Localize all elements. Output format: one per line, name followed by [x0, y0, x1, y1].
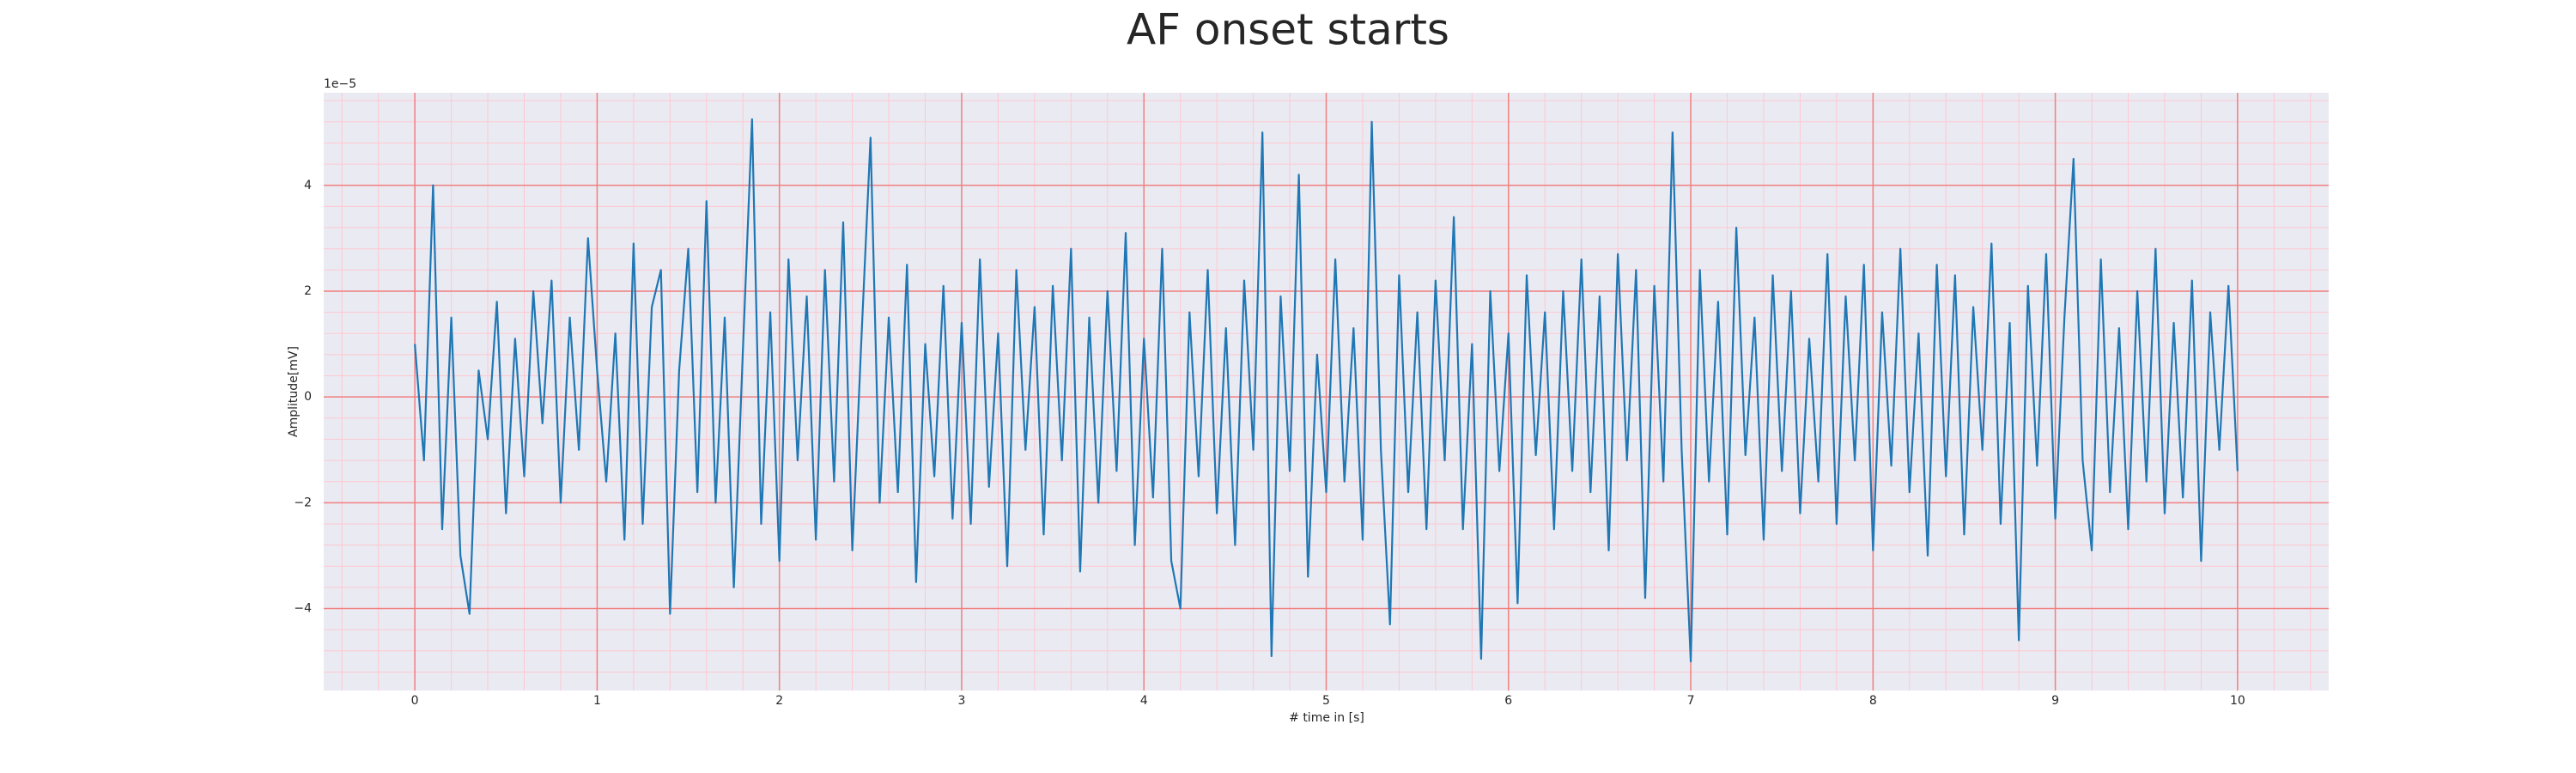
x-tick-label: 4 — [1140, 694, 1148, 708]
chart-title: AF onset starts — [1127, 5, 1449, 55]
x-tick-label: 1 — [593, 694, 601, 708]
y-tick-label: −4 — [294, 602, 312, 616]
signal-line — [414, 118, 2239, 663]
x-tick-label: 0 — [411, 694, 419, 708]
x-tick-label: 7 — [1687, 694, 1695, 708]
x-tick-label: 8 — [1869, 694, 1877, 708]
y-tick-label: −2 — [294, 496, 312, 509]
x-axis-label: # time in [s] — [1289, 711, 1364, 725]
x-tick-label: 5 — [1322, 694, 1330, 708]
y-offset-label: 1e−5 — [324, 77, 356, 91]
y-tick-label: 0 — [304, 390, 312, 404]
y-tick-label: 2 — [304, 284, 312, 298]
x-tick-label: 10 — [2230, 694, 2245, 708]
x-tick-label: 2 — [775, 694, 783, 708]
y-axis-label: Amplitude[mV] — [287, 346, 301, 437]
y-tick-label: 4 — [304, 179, 312, 192]
x-tick-label: 6 — [1504, 694, 1512, 708]
x-tick-label: 9 — [2051, 694, 2059, 708]
x-tick-label: 3 — [957, 694, 965, 708]
